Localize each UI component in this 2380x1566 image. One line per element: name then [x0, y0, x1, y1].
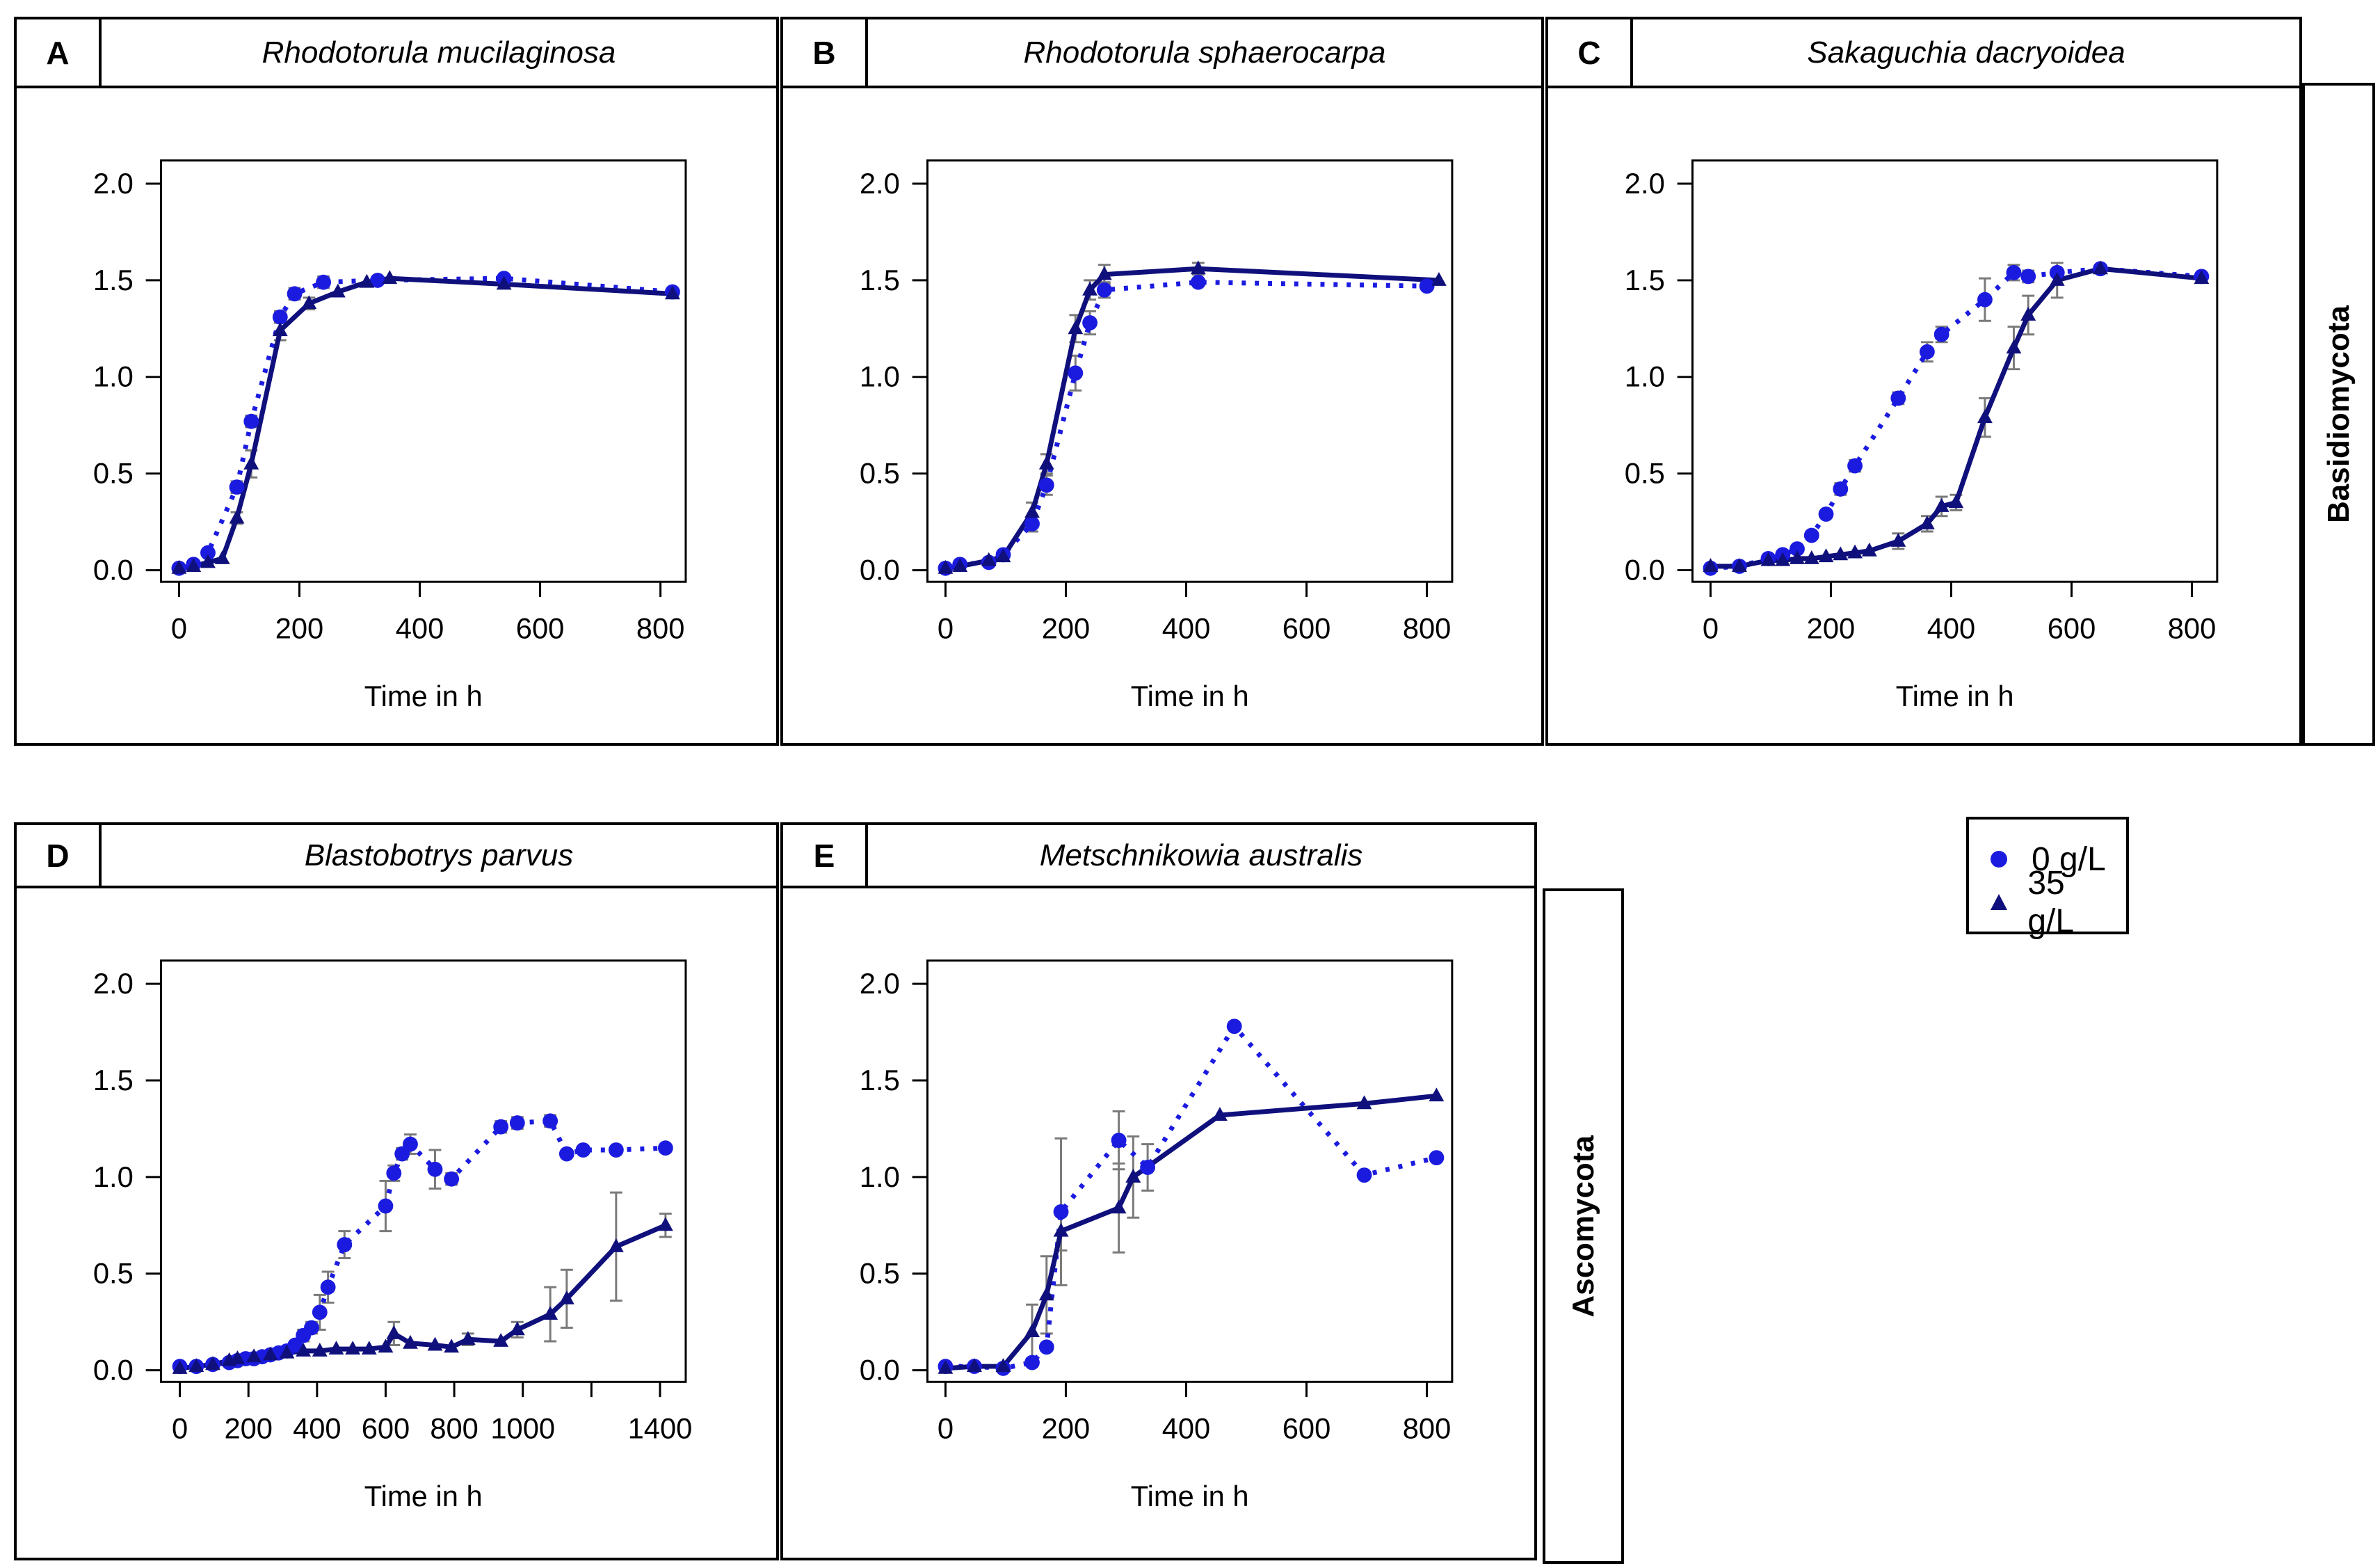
- group-strip-basidiomycota: Basidiomycota: [2302, 83, 2375, 746]
- svg-text:400: 400: [1162, 612, 1211, 645]
- svg-text:0.0: 0.0: [860, 553, 900, 586]
- svg-text:1.5: 1.5: [860, 1064, 900, 1096]
- growth-chart-A: 0.0 0.5 1.0 1.5 2.0 0 200 400 600 800 Time in h: [93, 159, 687, 712]
- svg-text:2.0: 2.0: [860, 967, 900, 1000]
- svg-text:2.0: 2.0: [1625, 167, 1665, 200]
- panel-A-header: A Rhodotorula mucilaginosa: [14, 17, 779, 88]
- svg-text:600: 600: [1283, 1412, 1331, 1445]
- svg-text:600: 600: [516, 612, 565, 645]
- panel-D-letter: D: [17, 825, 102, 886]
- panel-B: B Rhodotorula sphaerocarpa 0.0 0.5 1.0 1.5 2…: [780, 17, 1544, 746]
- panel-C: C Sakaguchia dacryoidea 0.0 0.5 1.0 1.5 2.0 0…: [1545, 17, 2302, 746]
- svg-text:600: 600: [362, 1412, 410, 1445]
- panel-A-letter: A: [17, 19, 102, 86]
- legend-label-0gL: 0 g/L: [2032, 840, 2106, 878]
- panel-E-letter: E: [783, 825, 868, 886]
- growth-chart-C: 0.0 0.5 1.0 1.5 2.0 0 200 400 600 800 Time in h: [1625, 159, 2219, 712]
- svg-text:1.5: 1.5: [860, 264, 900, 296]
- svg-text:1400: 1400: [628, 1412, 693, 1445]
- svg-text:200: 200: [1042, 1412, 1091, 1445]
- svg-text:0.0: 0.0: [860, 1354, 900, 1387]
- svg-text:800: 800: [2168, 612, 2217, 645]
- svg-text:800: 800: [636, 612, 685, 645]
- svg-text:200: 200: [1807, 612, 1856, 645]
- svg-text:Time in h: Time in h: [1896, 680, 2014, 712]
- panel-B-header: B Rhodotorula sphaerocarpa: [780, 17, 1544, 88]
- group-label-ascomycota: Ascomycota: [1566, 1135, 1600, 1318]
- svg-text:Time in h: Time in h: [364, 1480, 483, 1512]
- svg-text:1.5: 1.5: [93, 264, 134, 296]
- svg-text:1.5: 1.5: [93, 1064, 134, 1096]
- panel-A-title: Rhodotorula mucilaginosa: [262, 35, 616, 70]
- panel-B-plot-box: 0.0 0.5 1.0 1.5 2.0 0 200 400 600 800 Time in h: [780, 88, 1544, 746]
- panel-D-plot-box: 0.0 0.5 1.0 1.5 2.0 0 200 400 600 800 1000 1400 Time…: [14, 888, 779, 1560]
- svg-text:400: 400: [293, 1412, 341, 1445]
- growth-chart-B: 0.0 0.5 1.0 1.5 2.0 0 200 400 600 800 Time in h: [860, 159, 1454, 712]
- svg-text:2.0: 2.0: [93, 967, 134, 1000]
- svg-text:1.5: 1.5: [1625, 264, 1665, 296]
- svg-text:1000: 1000: [490, 1412, 555, 1445]
- group-strip-ascomycota: Ascomycota: [1543, 888, 1624, 1564]
- legend-label-35gL: 35 g/L: [2027, 865, 2075, 940]
- panel-B-letter: B: [783, 19, 868, 86]
- svg-text:400: 400: [1162, 1412, 1211, 1445]
- svg-text:0: 0: [938, 612, 954, 645]
- svg-text:0.0: 0.0: [1625, 553, 1665, 586]
- panel-C-header: C Sakaguchia dacryoidea: [1545, 17, 2302, 88]
- panel-A-plot-box: 0.0 0.5 1.0 1.5 2.0 0 200 400 600 800 Time in h: [14, 88, 779, 746]
- panel-E: E Metschnikowia australis 0.0 0.5 1.0 1.5 2.…: [780, 822, 1537, 1560]
- panel-B-title: Rhodotorula sphaerocarpa: [1023, 35, 1386, 70]
- svg-text:0.5: 0.5: [93, 457, 134, 490]
- svg-text:0: 0: [172, 1412, 188, 1445]
- panel-E-plot-box: 0.0 0.5 1.0 1.5 2.0 0 200 400 600 800 Time in h: [780, 888, 1537, 1560]
- svg-text:1.0: 1.0: [1625, 360, 1665, 393]
- svg-text:Time in h: Time in h: [364, 680, 483, 712]
- panel-E-header: E Metschnikowia australis: [780, 822, 1537, 888]
- legend-item-35gL: 35 g/L: [1987, 865, 2112, 940]
- svg-text:600: 600: [1283, 612, 1331, 645]
- group-label-basidiomycota: Basidiomycota: [2321, 305, 2356, 523]
- svg-text:0: 0: [1703, 612, 1719, 645]
- legend-item-0gL: 0 g/L: [1987, 838, 2112, 881]
- svg-text:Time in h: Time in h: [1131, 1480, 1249, 1512]
- panel-A: A Rhodotorula mucilaginosa 0.0 0.5 1.0 1.5 2…: [14, 17, 779, 746]
- svg-text:2.0: 2.0: [860, 167, 900, 200]
- panel-C-plot-box: 0.0 0.5 1.0 1.5 2.0 0 200 400 600 800 Time in h: [1545, 88, 2302, 746]
- panel-C-letter: C: [1548, 19, 1633, 86]
- svg-text:0.5: 0.5: [1625, 457, 1665, 490]
- svg-text:0: 0: [938, 1412, 954, 1445]
- growth-chart-D: 0.0 0.5 1.0 1.5 2.0 0 200 400 600 800 1000 1400 Time…: [93, 959, 693, 1512]
- panel-D-header: D Blastobotrys parvus: [14, 822, 779, 888]
- svg-text:400: 400: [1927, 612, 1976, 645]
- svg-text:400: 400: [396, 612, 444, 645]
- svg-text:200: 200: [275, 612, 324, 645]
- svg-text:1.0: 1.0: [860, 1160, 900, 1193]
- circle-marker-icon: [1987, 847, 2032, 871]
- panel-C-title: Sakaguchia dacryoidea: [1807, 35, 2125, 70]
- svg-text:200: 200: [1042, 612, 1091, 645]
- svg-text:0.5: 0.5: [93, 1257, 134, 1290]
- svg-text:1.0: 1.0: [860, 360, 900, 393]
- panel-E-title: Metschnikowia australis: [1039, 838, 1363, 872]
- svg-text:200: 200: [224, 1412, 273, 1445]
- svg-text:0.5: 0.5: [860, 457, 900, 490]
- svg-text:Time in h: Time in h: [1131, 680, 1249, 712]
- panel-D-title: Blastobotrys parvus: [304, 838, 574, 872]
- legend: 0 g/L 35 g/L: [1966, 817, 2129, 940]
- panel-D: D Blastobotrys parvus 0.0 0.5 1.0 1.5 2.0 0 20…: [14, 822, 779, 1560]
- svg-text:800: 800: [1403, 1412, 1452, 1445]
- svg-text:800: 800: [430, 1412, 479, 1445]
- svg-text:2.0: 2.0: [93, 167, 134, 200]
- svg-text:600: 600: [2048, 612, 2096, 645]
- svg-text:1.0: 1.0: [93, 360, 134, 393]
- svg-text:0: 0: [171, 612, 187, 645]
- svg-text:800: 800: [1403, 612, 1452, 645]
- growth-chart-E: 0.0 0.5 1.0 1.5 2.0 0 200 400 600 800 Time in h: [860, 959, 1454, 1512]
- svg-text:0.0: 0.0: [93, 553, 134, 586]
- svg-text:0.5: 0.5: [860, 1257, 900, 1290]
- svg-text:0.0: 0.0: [93, 1354, 134, 1387]
- svg-text:1.0: 1.0: [93, 1160, 134, 1193]
- triangle-marker-icon: [1987, 890, 2027, 914]
